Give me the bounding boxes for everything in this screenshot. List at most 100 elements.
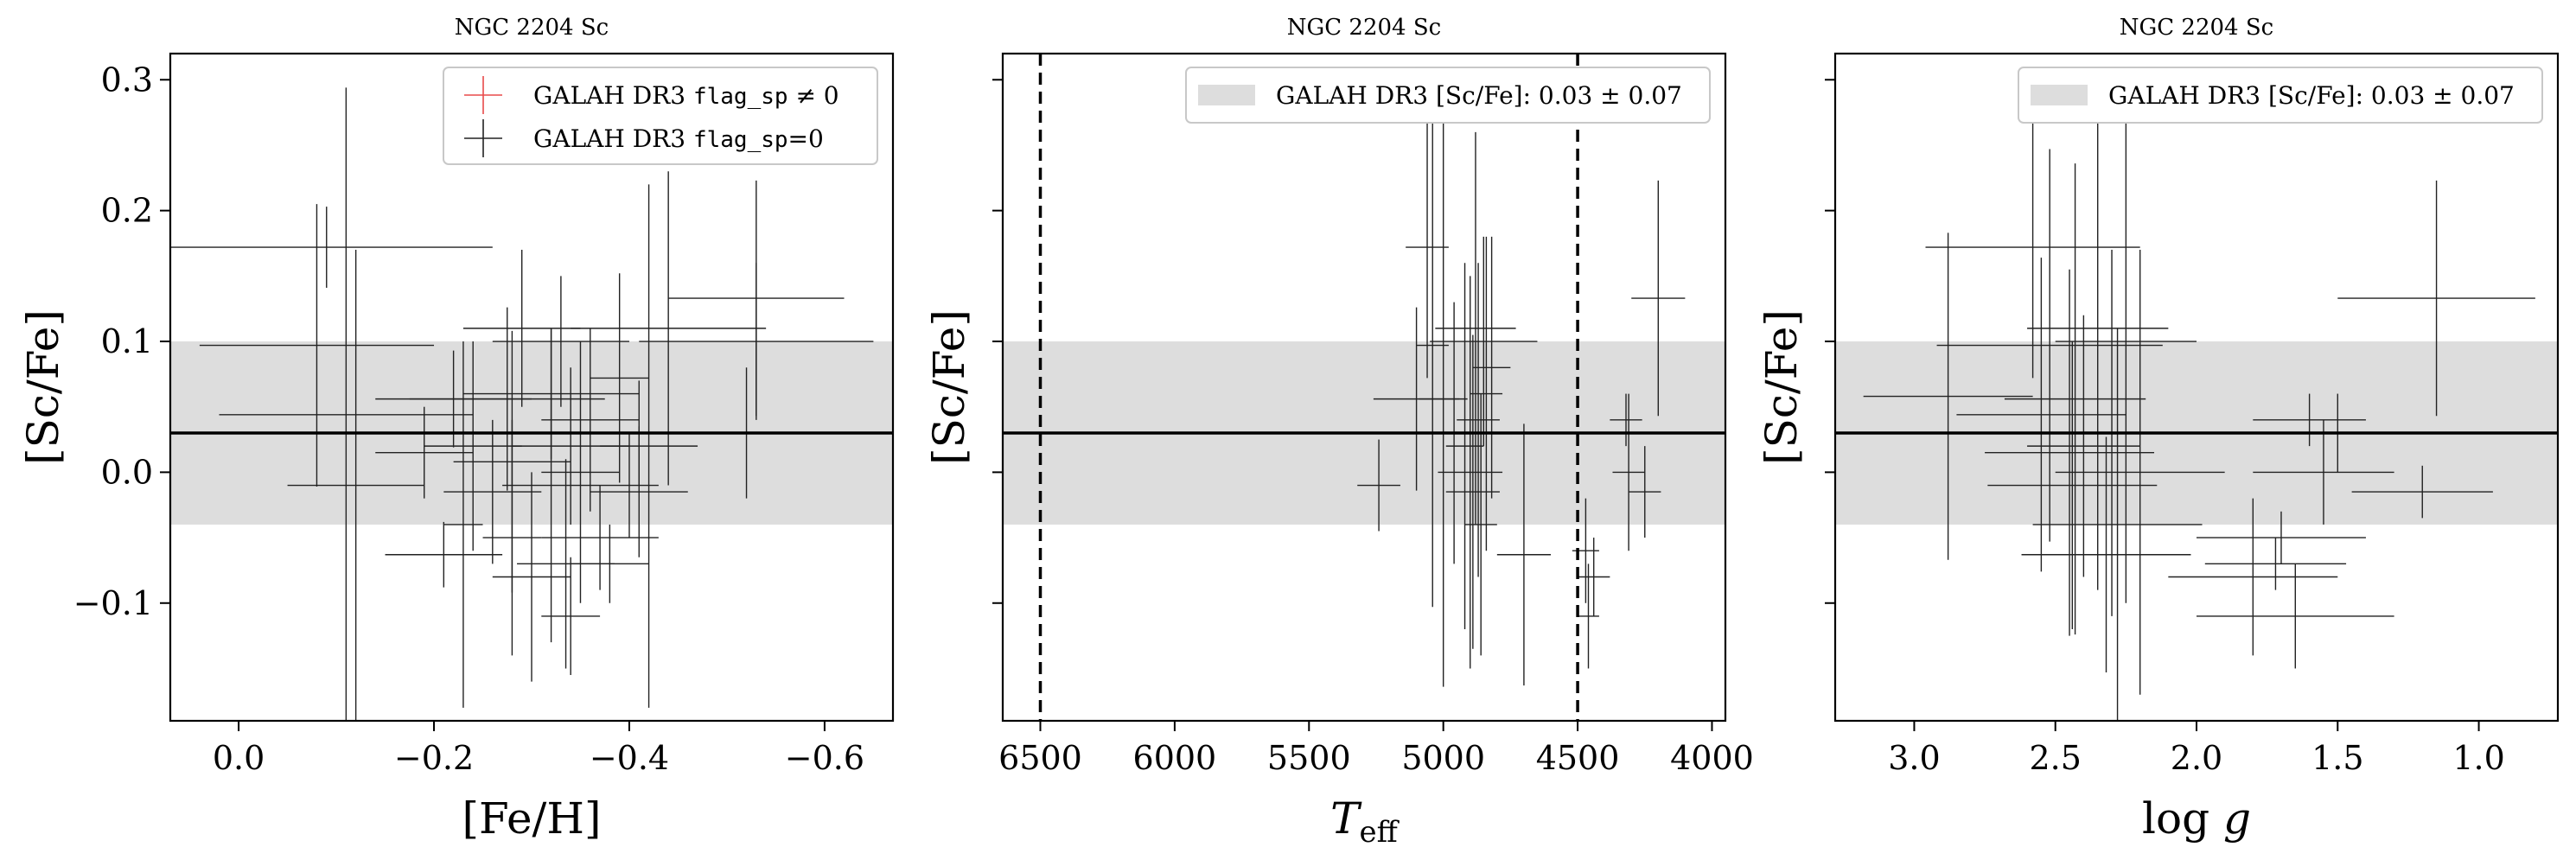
data-point [2351, 465, 2493, 519]
data-point [600, 184, 698, 708]
axes-frame [169, 52, 895, 723]
legend-label: GALAH DR3 [Sc/Fe]: 0.03 ± 0.07 [2108, 81, 2515, 110]
legend-band-swatch [1198, 85, 1255, 105]
data-point [443, 341, 483, 708]
legend: GALAH DR3 [Sc/Fe]: 0.03 ± 0.07 [1185, 67, 1711, 124]
data-point [1406, 116, 1449, 379]
data-point [385, 521, 503, 588]
data-point [1578, 538, 1610, 616]
y-tick-label: 0.3 [101, 60, 153, 99]
data-point [590, 273, 649, 483]
data-point [1629, 446, 1661, 538]
x-tick-label: 2.5 [2030, 739, 2082, 777]
data-point [541, 328, 640, 512]
data-point [590, 426, 688, 557]
data-point [1445, 263, 1484, 630]
y-tick-label: 0.2 [101, 192, 153, 230]
y-tick-label: 0.1 [101, 322, 153, 360]
panel-3: 3.0 2.5 2.0 1.5 1.0 NGC 2204 Sc log g [Sc/Fe] GA… [1757, 15, 2560, 844]
data-point [2253, 393, 2366, 447]
x-axis-label: Teff [1330, 793, 1400, 847]
data-point [287, 250, 424, 721]
data-point [2253, 419, 2394, 525]
panel-title: NGC 2204 Sc [455, 15, 609, 41]
data-point [2032, 328, 2203, 721]
x-tick-label: 1.5 [2311, 739, 2363, 777]
data-point [571, 524, 649, 603]
legend: GALAH DR3 flag_sp ≠ 0 GALAH DR3 flag_sp=0 [443, 67, 878, 165]
x-axis-label: [Fe/H] [462, 793, 601, 844]
data-point [199, 204, 435, 487]
y-axis-label: [Sc/Fe] [1757, 309, 1807, 465]
x-tick-label: 6000 [1133, 739, 1217, 777]
data-point [1430, 236, 1538, 447]
data-point [1496, 424, 1551, 686]
data-point [1357, 439, 1400, 532]
legend-label: GALAH DR3 flag_sp ≠ 0 [533, 81, 839, 110]
y-axis-label: [Sc/Fe] [18, 309, 68, 465]
x-tick-label: 5000 [1401, 739, 1485, 777]
data-point [2055, 250, 2225, 695]
x-tick-label: 0.0 [213, 739, 265, 777]
x-tick-label: 3.0 [1888, 739, 1940, 777]
data-point [2197, 511, 2366, 564]
data-point [492, 472, 571, 682]
data-point [1470, 236, 1503, 551]
data-point [1631, 180, 1686, 417]
panel-title: NGC 2204 Sc [2120, 15, 2273, 41]
data-point [1438, 276, 1503, 669]
x-tick-label: 6500 [998, 739, 1082, 777]
data-point [2168, 498, 2338, 656]
data-point [1472, 236, 1511, 499]
data-point [492, 276, 629, 407]
legend: GALAH DR3 [Sc/Fe]: 0.03 ± 0.07 [2018, 67, 2543, 124]
panel-1: 0.0 −0.2 −0.4 −0.6 −0.1 0.0 0.1 0.2 0.3 NGC 2204 … [18, 15, 895, 844]
data-point [409, 307, 605, 491]
data-point [639, 263, 874, 420]
x-tick-label: 4500 [1536, 739, 1620, 777]
plot-area [1835, 67, 2558, 721]
x-tick-label: 4000 [1670, 739, 1754, 777]
data-point [2004, 163, 2146, 635]
data-point [2027, 67, 2169, 590]
data-point [1435, 131, 1516, 525]
y-tick-label: −0.1 [73, 584, 153, 622]
y-tick-label: 0.0 [101, 453, 153, 491]
plot-area [1003, 54, 1725, 721]
data-point [2197, 564, 2394, 669]
data-point [1612, 393, 1645, 551]
data-point [2055, 80, 2197, 603]
y-axis-label: [Sc/Fe] [924, 309, 974, 465]
x-tick-label: 2.0 [2171, 739, 2222, 777]
data-point [1987, 341, 2158, 630]
data-point [1985, 269, 2155, 636]
data-point [2337, 180, 2535, 417]
data-point [1610, 393, 1642, 447]
data-point [170, 207, 493, 288]
x-tick-label: −0.2 [394, 739, 474, 777]
plot-area [170, 87, 893, 721]
data-point [2204, 538, 2347, 590]
data-point [375, 406, 474, 499]
data-point [1457, 263, 1500, 577]
data-point [2021, 436, 2191, 672]
data-point [219, 87, 474, 721]
x-tick-label: 1.0 [2452, 739, 2504, 777]
panel-title: NGC 2204 Sc [1287, 15, 1441, 41]
data-point [424, 341, 522, 551]
x-tick-label: 5500 [1267, 739, 1351, 777]
data-point [1464, 393, 1497, 656]
data-point [1936, 149, 2163, 542]
legend-box [2018, 67, 2543, 124]
x-tick-label: −0.6 [785, 739, 864, 777]
data-point [2027, 315, 2140, 577]
legend-band-swatch [2031, 85, 2088, 105]
data-point [541, 341, 620, 603]
legend-box [1185, 67, 1711, 124]
data-point [1445, 334, 1500, 649]
axes-frame [1001, 52, 1727, 723]
legend-label: GALAH DR3 flag_sp=0 [533, 124, 824, 153]
legend-label: GALAH DR3 [Sc/Fe]: 0.03 ± 0.07 [1276, 81, 1682, 110]
panel-2: 6500 6000 5500 5000 4500 4000 NGC 2204 Sc Teff [… [924, 15, 1754, 847]
data-point [1925, 116, 2140, 379]
